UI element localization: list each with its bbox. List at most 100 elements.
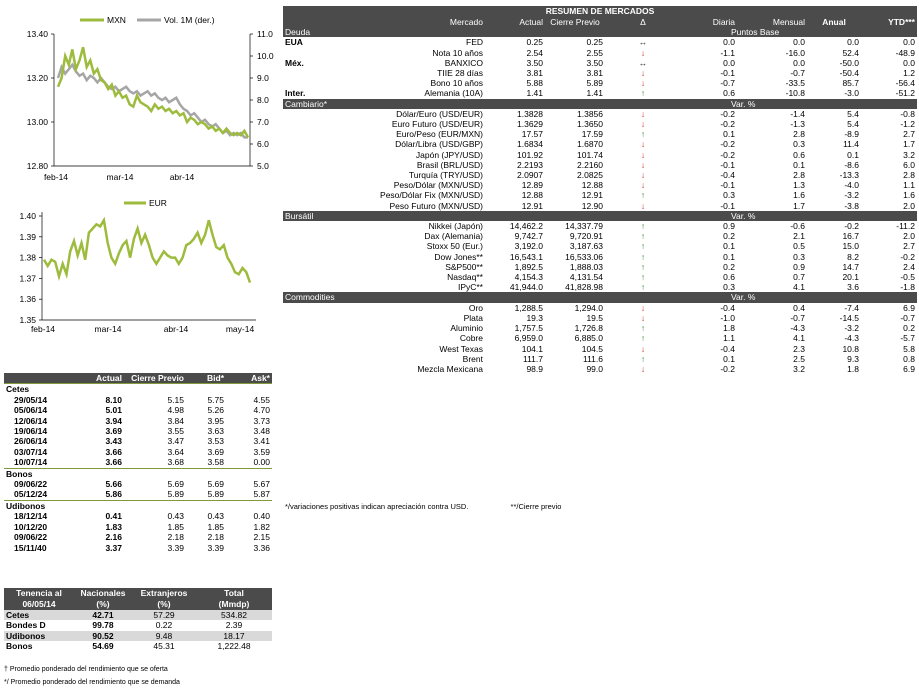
market-daily: -0.4 (720, 343, 735, 354)
market-previous: 1.41 (586, 88, 603, 99)
market-annual: 8.2 (847, 251, 859, 262)
bonds-row: 19/06/14 3.69 3.55 3.63 3.48 (4, 426, 272, 436)
market-previous: 1,888.03 (569, 261, 603, 272)
market-group (283, 190, 325, 200)
market-ytd: 6.9 (903, 302, 915, 313)
bonds-row: 10/12/20 1.83 1.85 1.85 1.82 (4, 522, 272, 532)
market-monthly: 2.5 (793, 353, 805, 364)
bonds-section-row: Udibonos (4, 499, 272, 512)
market-monthly: 0.3 (793, 251, 805, 262)
ytick-label: 1.36 (19, 294, 36, 304)
ytick-label-right: 10.0 (257, 51, 274, 61)
bonds-row: 12/06/14 3.94 3.84 3.95 3.73 (4, 416, 272, 426)
market-annual: -50.0 (839, 57, 859, 68)
bond-maturity: 18/12/14 (14, 511, 48, 522)
market-annual: 10.8 (842, 343, 859, 354)
market-row: IPyC** 41,944.0 41,828.98 ↑ 0.3 4.1 3.6 -1.8 (283, 282, 917, 292)
market-row: S&P500** 1,892.5 1,888.03 ↑ 0.2 0.9 14.7 2.4 (283, 262, 917, 272)
market-actual: 1,288.5 (514, 302, 543, 313)
holdings-instrument: Cetes (4, 610, 74, 621)
bonds-section-row: Bonos (4, 467, 272, 480)
arrow-up-icon: ↑ (640, 353, 646, 364)
arrow-left-right-icon: ↔ (638, 37, 648, 48)
bonds-row: 18/12/14 0.41 0.43 0.43 0.40 (4, 511, 272, 521)
arrow-down-icon: ↓ (640, 159, 646, 170)
market-daily: 0.1 (723, 353, 735, 364)
market-ytd: 1.6 (903, 190, 915, 201)
market-actual: 41,944.0 (509, 282, 543, 293)
market-previous: 16,533.06 (565, 251, 603, 262)
bonds-row: 26/06/14 3.43 3.47 3.53 3.41 (4, 436, 272, 446)
market-monthly: 4.1 (793, 333, 805, 344)
xtick-label: mar-14 (95, 324, 122, 334)
market-instrument: Dow Jones** (434, 251, 483, 262)
market-instrument: S&P500** (445, 261, 483, 272)
market-instrument: Peso/Dólar Fix (MXN/USD) (380, 190, 483, 201)
bond-value: 3.36 (253, 542, 270, 553)
market-annual: 85.7 (842, 78, 859, 89)
holdings-header-row: 06/05/14 (%) (%) (Mmdp) (4, 599, 272, 610)
bond-value: 2.18 (207, 532, 224, 543)
ytick-label-right: 11.0 (257, 29, 273, 39)
bond-value: 3.59 (253, 446, 270, 457)
holdings-value: 42.71 (74, 610, 132, 621)
market-annual: -3.8 (844, 200, 859, 211)
market-column-header-row: Mercado Actual Cierre Previo Δ Diaria Mensual… (283, 17, 917, 28)
market-daily: 1.8 (723, 323, 735, 334)
market-row: Peso/Dólar Fix (MXN/USD) 12.88 12.91 ↑ 0.3 1.… (283, 190, 917, 200)
holdings-value: 9.48 (132, 630, 196, 642)
market-annual: 52.4 (842, 47, 859, 58)
bond-value: 2.15 (253, 532, 270, 543)
holdings-value: 1,222.48 (217, 641, 251, 652)
market-section-title: Cambiario* (283, 98, 681, 109)
holdings-value: 99.78 (92, 620, 114, 631)
market-instrument: Nikkei (Japón) (428, 221, 483, 232)
arrow-up-icon: ↑ (640, 323, 646, 334)
legend-mxn: MXN (107, 15, 126, 25)
market-ytd: -48.9 (895, 47, 915, 58)
market-column-header: Mensual (737, 17, 807, 28)
market-row: Nasdaq** 4,154.3 4,131.54 ↑ 0.6 0.7 20.1 -0.5 (283, 272, 917, 282)
market-previous: 17.59 (581, 129, 603, 140)
market-monthly: 1.3 (793, 180, 805, 191)
market-notes: */variaciones positivas indican apreciac… (285, 502, 561, 511)
market-monthly: 2.8 (793, 170, 805, 181)
market-instrument: Euro Futuro (USD/EUR) (391, 119, 483, 130)
market-instrument: Japón (JPY/USD) (415, 149, 483, 160)
arrow-down-icon: ↓ (640, 119, 646, 130)
holdings-column-header: Tenencia al (4, 588, 74, 599)
market-actual: 1.41 (526, 88, 543, 99)
arrow-up-icon: ↑ (640, 251, 646, 262)
ytick-label-right: 5.0 (257, 161, 269, 171)
market-row: Japón (JPY/USD) 101.92 101.74 ↓ -0.2 0.6 0.1 3.… (283, 150, 917, 160)
market-daily: 0.9 (723, 221, 735, 232)
holdings-column-header: (Mmdp) (196, 599, 272, 610)
market-column-header: Δ (605, 17, 681, 28)
bonds-section-row: Cetes (4, 383, 272, 395)
market-previous: 6,885.0 (574, 333, 603, 344)
market-row: Peso Futuro (MXN/USD) 12.91 12.90 ↓ -0.1 1.7 -… (283, 201, 917, 211)
market-row: EUA FED 0.25 0.25 ↔ 0.0 0.0 0.0 0.0 (283, 37, 917, 47)
bond-value: 1.82 (253, 521, 270, 532)
bond-maturity: 19/06/14 (14, 426, 48, 437)
market-instrument: Nasdaq** (447, 272, 483, 283)
market-instrument: Stoxx 50 (Eur.) (426, 241, 483, 252)
market-row: Stoxx 50 (Eur.) 3,192.0 3,187.63 ↑ 0.1 0.5 15.… (283, 241, 917, 251)
bond-value: 3.69 (105, 426, 122, 437)
market-row: TIIE 28 días 3.81 3.81 ↓ -0.1 -0.7 -50.4 1.2 (283, 68, 917, 78)
market-actual: 98.9 (526, 363, 543, 374)
series-eur-line (42, 216, 252, 284)
market-group (283, 201, 325, 211)
market-previous: 12.88 (581, 180, 603, 191)
market-section-row: Bursátil Var. % (283, 210, 917, 222)
market-section-title: Deuda (283, 27, 681, 38)
market-daily: -0.4 (720, 302, 735, 313)
bond-value: 3.41 (253, 436, 270, 447)
market-group (283, 68, 325, 78)
market-section-row: Deuda Puntos Base (283, 27, 917, 38)
holdings-column-header: (%) (74, 599, 132, 610)
bonds-column-header: Actual (88, 373, 124, 384)
market-instrument: BANXICO (444, 57, 483, 68)
holdings-column-header: 06/05/14 (4, 599, 74, 610)
market-daily: 1.1 (723, 333, 735, 344)
